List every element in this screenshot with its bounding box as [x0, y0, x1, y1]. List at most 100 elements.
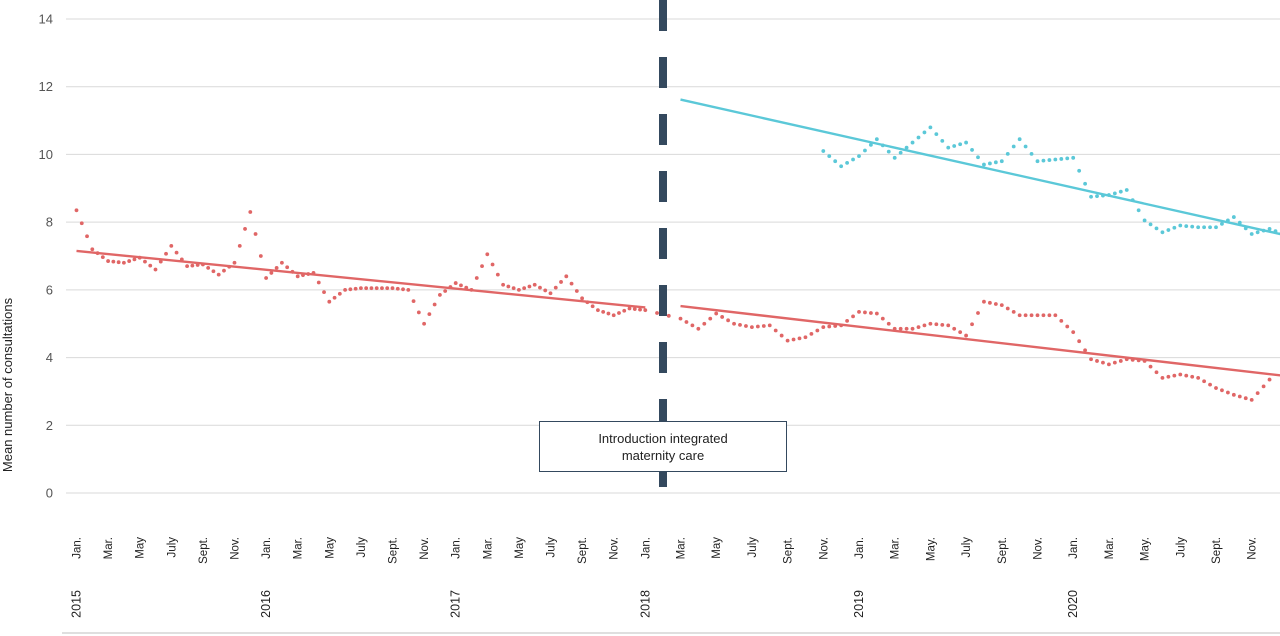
- data-point: [1035, 313, 1040, 318]
- data-point: [438, 293, 442, 297]
- series-dot: [827, 154, 832, 159]
- data-point: [1142, 218, 1147, 223]
- series-dot: [1261, 384, 1266, 389]
- series-dot: [538, 285, 542, 290]
- month-tick-label: July: [747, 537, 759, 558]
- series-dot: [601, 309, 606, 314]
- series-dot: [1101, 360, 1105, 365]
- series-dot: [1220, 388, 1224, 393]
- series-dot: [1154, 370, 1159, 375]
- month-tick-label: Sept.: [997, 537, 1009, 564]
- series-dot: [285, 265, 290, 270]
- month-tick-label: Mar.: [890, 537, 902, 559]
- series-dot: [916, 325, 921, 329]
- data-point: [1124, 188, 1129, 192]
- year-tick-label: 2020: [1066, 590, 1080, 618]
- series-dot: [845, 318, 849, 323]
- data-point: [785, 338, 790, 343]
- data-point: [343, 287, 347, 292]
- month-tick-label: Jan.: [72, 537, 84, 559]
- data-point: [1089, 194, 1093, 199]
- series-dot: [1184, 373, 1189, 378]
- trend-line: [680, 98, 1280, 236]
- year-axis: 2015 2016 2017 2018 2019 2020: [70, 590, 1081, 618]
- series-dot: [666, 313, 671, 318]
- series-dot: [958, 330, 963, 335]
- data-point: [153, 267, 158, 272]
- month-tick-label: Sept.: [198, 537, 210, 564]
- series-dot: [869, 311, 873, 315]
- y-tick-label: 12: [39, 79, 53, 94]
- month-tick-label: May: [324, 537, 336, 559]
- series-dot: [1148, 222, 1153, 227]
- series-dot: [395, 286, 400, 291]
- series-dot: [1261, 228, 1266, 233]
- series-dot: [269, 271, 274, 275]
- series-dot: [988, 161, 992, 166]
- data-point: [596, 308, 600, 313]
- data-point: [1267, 227, 1272, 231]
- data-point: [874, 137, 879, 142]
- month-tick-label: Mar.: [482, 537, 494, 559]
- data-point: [517, 287, 521, 292]
- series-dot: [364, 286, 369, 291]
- year-tick-label: 2017: [449, 590, 463, 618]
- series-dot: [179, 257, 184, 262]
- series-dot: [164, 251, 168, 256]
- series-dot: [1095, 359, 1099, 363]
- series-dot: [574, 289, 579, 293]
- data-point: [501, 282, 505, 287]
- series-dot: [632, 307, 637, 311]
- data-point: [611, 313, 616, 318]
- data-point: [532, 282, 537, 287]
- data-point: [295, 274, 300, 279]
- series-dot: [617, 311, 621, 315]
- series-dot: [1255, 391, 1260, 396]
- series-dot: [385, 286, 390, 291]
- data-point: [678, 316, 683, 321]
- month-tick-label: Sept.: [783, 537, 795, 564]
- month-tick-label: Sept.: [577, 537, 589, 564]
- series-dot: [655, 311, 659, 315]
- series-dot: [490, 262, 495, 267]
- series-dot: [543, 288, 548, 293]
- series-dot: [222, 268, 226, 273]
- month-tick-label: Jan.: [451, 537, 463, 559]
- data-point: [485, 252, 490, 257]
- series-dot: [1041, 158, 1046, 163]
- data-point: [1178, 223, 1183, 228]
- data-point: [627, 306, 632, 311]
- series-dot: [459, 283, 463, 288]
- series-dot: [738, 322, 742, 327]
- data-point: [248, 210, 253, 214]
- y-tick-label: 10: [39, 147, 53, 162]
- series-dot: [904, 326, 909, 331]
- series-dot: [464, 285, 469, 290]
- series-dot: [744, 324, 748, 328]
- series-dot: [940, 138, 945, 143]
- series-dot: [684, 320, 689, 324]
- month-tick-label: Nov.: [419, 537, 431, 560]
- data-point: [548, 291, 553, 296]
- series-dot: [174, 250, 179, 255]
- series-dot: [585, 300, 590, 305]
- year-tick-label: 2015: [70, 590, 84, 618]
- series-dot: [511, 286, 516, 291]
- data-point: [1249, 232, 1254, 236]
- series-dot: [1243, 396, 1248, 401]
- data-point: [327, 299, 332, 304]
- series-dot: [1029, 151, 1034, 156]
- series-dot: [85, 234, 89, 239]
- series-dot: [380, 286, 384, 291]
- data-point: [750, 325, 754, 329]
- series-dot: [416, 310, 421, 315]
- series-dot: [755, 324, 760, 329]
- data-point: [422, 321, 426, 326]
- data-point: [892, 326, 897, 331]
- series-dot: [1190, 374, 1195, 379]
- series-dot: [708, 316, 713, 321]
- series-dot: [1029, 313, 1034, 318]
- month-tick-label: Jan.: [854, 537, 866, 559]
- series-dot: [606, 311, 611, 316]
- series-dot: [211, 269, 216, 274]
